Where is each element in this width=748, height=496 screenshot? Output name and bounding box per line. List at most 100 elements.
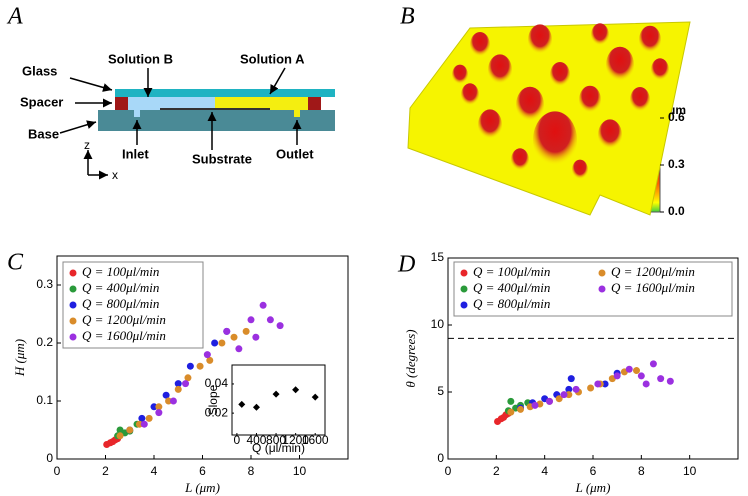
x-tick-label: 6 (199, 464, 206, 478)
point (140, 420, 148, 428)
x-tick-label: 2 (493, 464, 500, 478)
x-tick-label: 400 (246, 433, 266, 447)
y-tick-label: 5 (437, 384, 444, 398)
x-tick-label: 8 (248, 464, 255, 478)
point (155, 403, 163, 411)
point (649, 360, 657, 368)
x-tick-label: 0 (234, 433, 241, 447)
point (560, 391, 568, 399)
y-tick-label: 10 (431, 317, 445, 331)
point (155, 409, 163, 417)
point (625, 365, 633, 373)
point (587, 384, 595, 392)
label: Substrate (192, 151, 252, 166)
point (247, 316, 255, 324)
solution-b (128, 97, 215, 110)
x-tick-label: 4 (541, 464, 548, 478)
legend-label: Q = 1200μl/min (82, 312, 166, 327)
legend-label: Q = 800μl/min (473, 296, 550, 311)
point (555, 395, 563, 403)
legend-label: Q = 1600μl/min (82, 328, 166, 343)
y-axis-label: Slope (206, 384, 220, 415)
label: Inlet (122, 146, 149, 161)
legend-marker (69, 333, 77, 341)
point (174, 385, 182, 393)
legend-marker (460, 301, 468, 309)
colorbar-tick-label: 0.3 (668, 157, 685, 171)
y-tick-label: 0.2 (36, 335, 53, 349)
point (517, 405, 524, 413)
point (186, 362, 194, 370)
point (565, 391, 573, 399)
point (145, 414, 153, 422)
base (98, 110, 335, 131)
point (174, 380, 182, 388)
point (572, 385, 580, 393)
point (507, 397, 515, 405)
bump (639, 25, 661, 55)
bump (598, 119, 622, 151)
point (203, 351, 211, 359)
x-tick-label: 10 (293, 464, 307, 478)
bump (516, 86, 544, 124)
y-tick-label: 0.1 (36, 393, 53, 407)
panel-letter: B (400, 4, 415, 30)
point (211, 339, 219, 347)
legend-label: Q = 100μl/min (473, 264, 550, 279)
x-tick-label: 10 (683, 464, 697, 478)
x-tick-label: 0 (54, 464, 61, 478)
legend-marker (69, 269, 77, 277)
legend (453, 261, 733, 317)
point (311, 393, 319, 401)
legend-label: Q = 400μl/min (82, 280, 159, 295)
legend-label: Q = 1600μl/min (611, 280, 695, 295)
label: Solution A (240, 51, 305, 66)
point (567, 375, 575, 383)
bump (488, 54, 512, 86)
bump (533, 111, 577, 169)
glass (115, 89, 335, 97)
point (666, 377, 674, 385)
bump (528, 24, 552, 56)
y-tick-label: 0.3 (36, 277, 53, 291)
colorbar-tick-label: 0.0 (668, 204, 685, 218)
legend-marker (69, 285, 77, 293)
y-tick-label: 15 (431, 250, 445, 264)
legend-marker (69, 317, 77, 325)
point (238, 400, 246, 408)
point (184, 374, 192, 382)
point (235, 345, 243, 353)
x-tick-label: 1200 (282, 433, 309, 447)
bump (606, 46, 634, 84)
spacer (308, 97, 321, 110)
x-tick-label: 8 (638, 464, 645, 478)
legend-label: Q = 800μl/min (82, 296, 159, 311)
point (252, 403, 260, 411)
label: Spacer (20, 94, 63, 109)
legend-label: Q = 100μl/min (82, 264, 159, 279)
point (276, 322, 284, 330)
point (657, 375, 665, 383)
solution-a (215, 97, 308, 110)
point (565, 385, 573, 393)
point (252, 333, 260, 341)
plot-frame (231, 364, 326, 436)
point (223, 327, 231, 335)
point (230, 333, 238, 341)
label: Solution B (108, 51, 173, 66)
x-tick-label: 6 (590, 464, 597, 478)
point (206, 356, 214, 364)
colorbar-tick-label: 0.6 (668, 110, 685, 124)
point (601, 380, 609, 388)
point (507, 408, 515, 416)
x-tick-label: 1600 (302, 433, 329, 447)
legend-label: Q = 400μl/min (473, 280, 550, 295)
bump (511, 148, 529, 172)
point (150, 403, 158, 411)
legend-marker (460, 269, 468, 277)
panel-b: B 60μm×60μm μm 0.60.30.0 (400, 4, 691, 218)
y-axis-label: θ (degrees) (403, 329, 418, 387)
bump (461, 83, 479, 107)
point (126, 426, 134, 434)
y-tick-label: 0.02 (205, 405, 229, 419)
